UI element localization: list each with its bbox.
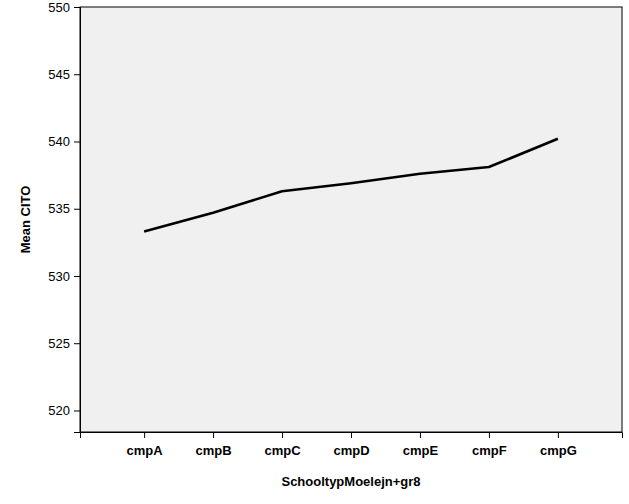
x-tick: cmpB	[196, 432, 232, 458]
x-tick-label: cmpA	[127, 443, 164, 458]
x-tick-mark	[558, 432, 559, 438]
x-axis-title: SchooltypMoelejn+gr8	[281, 474, 420, 489]
y-tick-mark	[74, 276, 80, 277]
y-tick: 540	[48, 134, 80, 149]
x-tick: cmpC	[264, 432, 301, 458]
y-axis-title: Mean CITO	[18, 186, 33, 254]
y-tick-mark	[74, 343, 80, 344]
x-tick: cmpA	[127, 432, 164, 458]
x-tick: cmpE	[403, 432, 439, 458]
y-tick-label: 535	[48, 201, 70, 216]
y-tick-mark	[74, 410, 80, 411]
y-tick: 525	[48, 336, 80, 351]
plot-frame	[80, 7, 622, 432]
y-tick-label: 540	[48, 134, 70, 149]
x-tick-label: cmpF	[472, 443, 507, 458]
y-axis: 520 525 530 535 540 545 550	[48, 0, 80, 432]
x-tick-mark	[282, 432, 283, 438]
y-tick-label: 520	[48, 403, 70, 418]
y-tick: 520	[48, 403, 80, 418]
y-tick: 545	[48, 67, 80, 82]
x-tick-label: cmpB	[196, 443, 232, 458]
y-axis-line	[74, 8, 81, 433]
plot-background	[80, 7, 622, 432]
y-tick-mark	[74, 7, 80, 8]
line	[144, 139, 558, 232]
x-tick-label: cmpC	[264, 443, 301, 458]
x-tick-mark	[351, 432, 352, 438]
x-tick-mark	[144, 432, 145, 438]
y-tick: 530	[48, 269, 80, 284]
y-tick: 550	[48, 0, 80, 15]
y-tick: 535	[48, 201, 80, 216]
y-tick-label: 550	[48, 0, 70, 15]
marks	[144, 139, 558, 232]
x-tick-mark	[489, 432, 490, 438]
x-tick-mark	[213, 432, 214, 438]
x-tick: cmpD	[333, 432, 369, 458]
x-axis: cmpA cmpB cmpC cmpD cmpE cmpF cmpG	[81, 432, 623, 458]
y-tick-label: 545	[48, 67, 70, 82]
x-tick: cmpF	[472, 432, 507, 458]
x-axis-line	[81, 433, 623, 439]
chart: 520525530535540545550cmpAcmpBcmpCcmpDcmp…	[0, 0, 629, 504]
y-tick-label: 525	[48, 336, 70, 351]
plot: 520525530535540545550cmpAcmpBcmpCcmpDcmp…	[48, 0, 622, 458]
y-tick-mark	[74, 141, 80, 142]
x-tick-label: cmpG	[540, 443, 577, 458]
y-tick-mark	[74, 74, 80, 75]
y-tick-label: 530	[48, 269, 70, 284]
x-tick-label: cmpE	[403, 443, 439, 458]
x-tick-label: cmpD	[333, 443, 369, 458]
x-tick-mark	[420, 432, 421, 438]
y-tick-mark	[74, 209, 80, 210]
x-tick: cmpG	[540, 432, 577, 458]
